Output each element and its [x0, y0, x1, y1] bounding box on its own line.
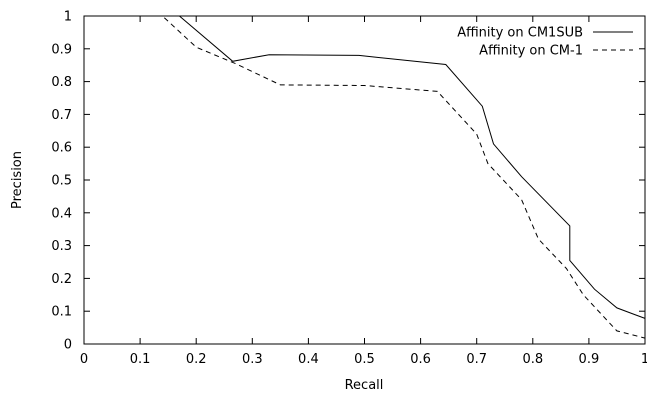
x-tick-label: 1	[641, 352, 647, 367]
series-line-cm-1	[84, 15, 646, 339]
series-layer	[84, 15, 646, 339]
y-tick-label: 0.8	[51, 75, 72, 90]
x-axis-ticks: 0 0.1 0.2 0.3 0.4 0.5 0.6 0.7 0.8 0.9 1	[80, 16, 647, 367]
x-tick-label: 0	[80, 352, 88, 367]
y-tick-label: 1	[64, 10, 72, 25]
x-tick-label: 0.8	[522, 352, 543, 367]
y-axis-ticks: 0 0.1 0.2 0.3 0.4 0.5 0.6 0.7 0.8 0.9 1	[51, 10, 645, 353]
legend: Affinity on CM1SUB Affinity on CM-1	[457, 26, 633, 59]
legend-label: Affinity on CM-1	[479, 44, 583, 59]
x-tick-label: 0.5	[354, 352, 375, 367]
x-tick-label: 0.3	[242, 352, 263, 367]
y-tick-label: 0.4	[51, 206, 72, 221]
y-tick-label: 0.1	[51, 305, 72, 320]
y-tick-label: 0	[64, 338, 72, 353]
y-tick-label: 0.6	[51, 141, 72, 156]
x-tick-label: 0.9	[579, 352, 600, 367]
y-tick-label: 0.9	[51, 42, 72, 57]
y-tick-label: 0.7	[51, 108, 72, 123]
series-line-cm1sub	[84, 15, 646, 319]
y-tick-label: 0.3	[51, 239, 72, 254]
y-tick-label: 0.2	[51, 272, 72, 287]
plot-frame	[83, 15, 646, 345]
x-tick-label: 0.2	[186, 352, 207, 367]
x-tick-label: 0.7	[466, 352, 487, 367]
y-tick-label: 0.5	[51, 174, 72, 189]
y-axis-title: Precision	[10, 151, 25, 209]
x-tick-label: 0.4	[298, 352, 319, 367]
legend-label: Affinity on CM1SUB	[457, 26, 583, 41]
x-tick-label: 0.1	[130, 352, 151, 367]
x-tick-label: 0.6	[410, 352, 431, 367]
x-axis-title: Recall	[345, 378, 384, 393]
